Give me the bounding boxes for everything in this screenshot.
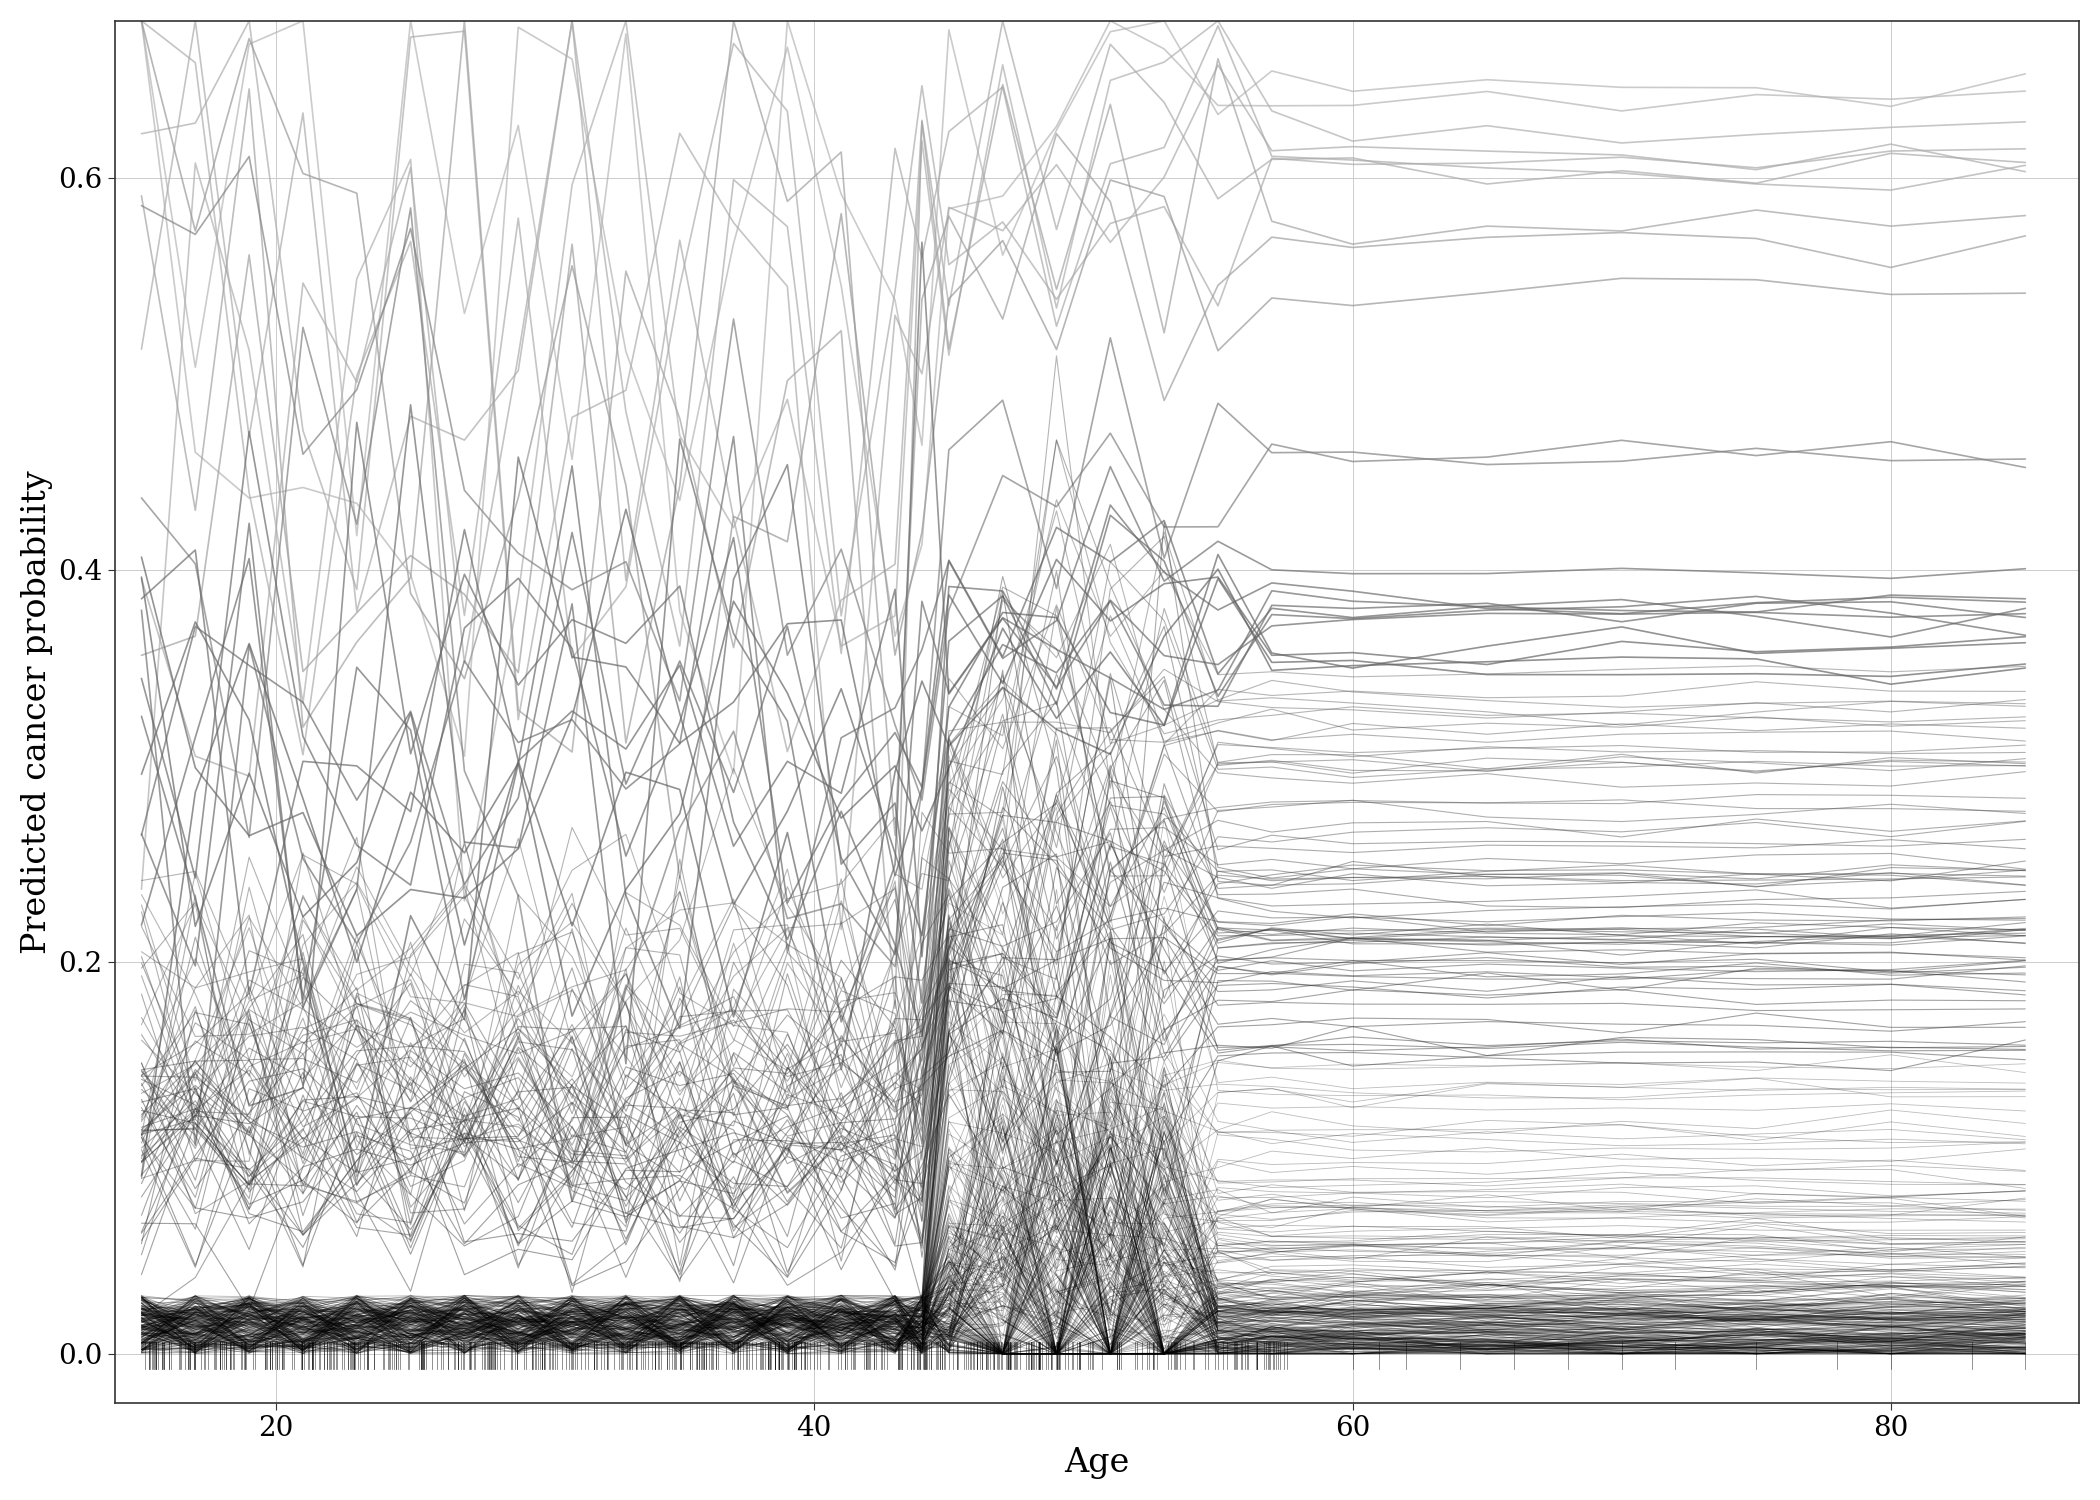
X-axis label: Age: Age (1065, 1448, 1130, 1479)
Y-axis label: Predicted cancer probability: Predicted cancer probability (21, 470, 52, 954)
